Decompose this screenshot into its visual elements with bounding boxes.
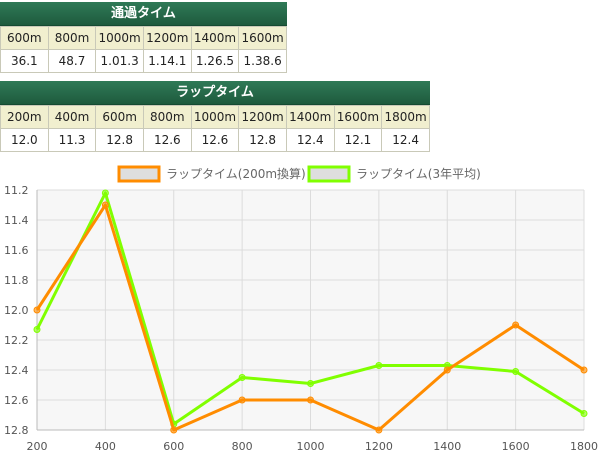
lap-value-cell: 12.4 xyxy=(381,128,430,152)
lap-value-cell: 12.4 xyxy=(285,128,335,152)
passing-time-value-row: 36.1 48.7 1.01.3 1.14.1 1.26.5 1.38.6 xyxy=(0,49,287,73)
x-tick-label: 1000 xyxy=(297,440,325,453)
x-tick-label: 1400 xyxy=(433,440,461,453)
legend-swatch xyxy=(307,165,351,183)
series-layer xyxy=(33,189,588,434)
passing-value-cell: 1.01.3 xyxy=(95,49,144,73)
series-2-point xyxy=(580,410,588,417)
series-1-point xyxy=(101,201,109,209)
passing-time-panel: 通過タイム 600m 800m 1000m 1200m 1400m 1600m … xyxy=(0,2,287,73)
y-tick-label: 11.8 xyxy=(4,274,29,287)
lap-time-panel: ラップタイム 200m 400m 600m 800m 1000m 1200m 1… xyxy=(0,81,430,152)
lap-value-cell: 11.3 xyxy=(47,128,97,152)
x-tick-label: 1800 xyxy=(570,440,598,453)
passing-time-header-row: 600m 800m 1000m 1200m 1400m 1600m xyxy=(0,26,287,50)
passing-time-table: 600m 800m 1000m 1200m 1400m 1600m 36.1 4… xyxy=(0,26,287,73)
passing-header-cell: 800m xyxy=(47,26,97,50)
lap-value-cell: 12.6 xyxy=(190,128,240,152)
lap-header-cell: 600m xyxy=(95,105,144,129)
lap-header-cell: 1800m xyxy=(381,105,430,129)
passing-value-cell: 1.14.1 xyxy=(142,49,192,73)
series-2-point xyxy=(512,368,520,375)
legend-label: ラップタイム(3年平均) xyxy=(356,167,481,181)
y-tick-label: 11.6 xyxy=(4,244,29,257)
lap-header-cell: 400m xyxy=(47,105,97,129)
lap-time-chart: 11.2 11.4 11.6 11.8 12.0 12.2 12.4 12.6 12.8 200 4… xyxy=(0,156,606,456)
passing-header-cell: 600m xyxy=(0,26,49,50)
axis-layer: 11.2 11.4 11.6 11.8 12.0 12.2 12.4 12.6 12.8 200 4… xyxy=(4,184,598,453)
lap-header-cell: 1200m xyxy=(238,105,287,129)
legend: ラップタイム(200m換算) ラップタイム(3年平均) xyxy=(117,165,481,183)
series-1-point xyxy=(443,366,451,374)
passing-value-cell: 36.1 xyxy=(0,49,49,73)
y-tick-label: 11.4 xyxy=(4,214,29,227)
y-tick-label: 12.8 xyxy=(4,424,29,437)
x-tick-label: 600 xyxy=(163,440,184,453)
series-1-point xyxy=(512,321,520,329)
lap-value-cell: 12.8 xyxy=(238,128,287,152)
lap-value-cell: 12.6 xyxy=(142,128,192,152)
y-tick-label: 12.4 xyxy=(4,364,29,377)
lap-time-chart-svg: 11.2 11.4 11.6 11.8 12.0 12.2 12.4 12.6 12.8 200 4… xyxy=(4,165,598,453)
x-tick-label: 800 xyxy=(232,440,253,453)
legend-swatch xyxy=(117,165,161,183)
series-1-point xyxy=(307,396,314,404)
series-2-point xyxy=(307,380,314,387)
lap-time-title: ラップタイム xyxy=(0,81,430,105)
series-2-point xyxy=(33,326,41,333)
passing-value-cell: 48.7 xyxy=(47,49,97,73)
passing-header-cell: 1200m xyxy=(142,26,192,50)
x-tick-label: 200 xyxy=(27,440,48,453)
series-1-point xyxy=(33,306,41,314)
lap-header-cell: 1000m xyxy=(190,105,240,129)
series-1-point xyxy=(170,426,178,434)
series-2-point xyxy=(101,189,109,197)
passing-time-title: 通過タイム xyxy=(0,2,287,26)
passing-header-cell: 1600m xyxy=(238,26,287,50)
lap-header-cell: 200m xyxy=(0,105,49,129)
lap-header-cell: 1600m xyxy=(333,105,383,129)
x-tick-label: 1200 xyxy=(365,440,393,453)
passing-header-cell: 1400m xyxy=(190,26,240,50)
lap-value-cell: 12.0 xyxy=(0,128,49,152)
x-tick-label: 1600 xyxy=(502,440,530,453)
lap-time-table: 200m 400m 600m 800m 1000m 1200m 1400m 16… xyxy=(0,105,430,152)
y-tick-label: 12.0 xyxy=(4,304,29,317)
series-1-point xyxy=(375,426,383,434)
legend-label: ラップタイム(200m換算) xyxy=(166,166,306,181)
lap-header-cell: 800m xyxy=(142,105,192,129)
passing-value-cell: 1.26.5 xyxy=(190,49,240,73)
series-2-point xyxy=(375,362,383,369)
passing-header-cell: 1000m xyxy=(95,26,144,50)
y-tick-label: 11.2 xyxy=(4,184,29,197)
passing-value-cell: 1.38.6 xyxy=(238,49,287,73)
lap-value-cell: 12.8 xyxy=(95,128,144,152)
x-tick-label: 400 xyxy=(95,440,116,453)
series-1-point xyxy=(580,366,588,374)
lap-header-cell: 1400m xyxy=(285,105,335,129)
lap-time-header-row: 200m 400m 600m 800m 1000m 1200m 1400m 16… xyxy=(0,105,430,129)
lap-time-value-row: 12.0 11.3 12.8 12.6 12.6 12.8 12.4 12.1 … xyxy=(0,128,430,152)
lap-value-cell: 12.1 xyxy=(333,128,383,152)
series-1-point xyxy=(238,396,246,404)
y-tick-label: 12.2 xyxy=(4,334,29,347)
series-2-point xyxy=(238,374,246,381)
y-tick-label: 12.6 xyxy=(4,394,29,407)
